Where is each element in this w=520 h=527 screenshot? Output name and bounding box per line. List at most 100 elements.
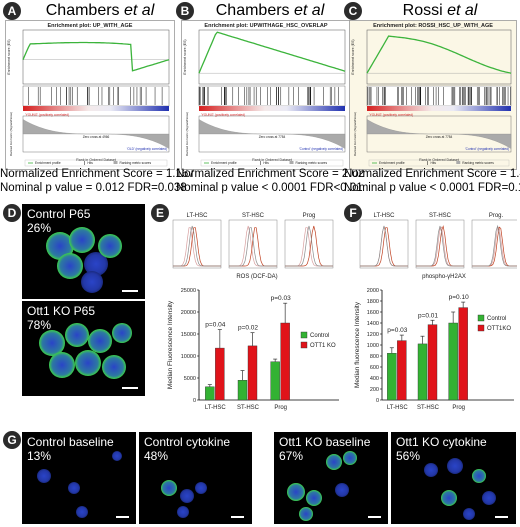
es-curve: [198, 31, 346, 74]
es-curve: [22, 41, 170, 72]
es-ylabel: Enrichment score (ES): [183, 39, 187, 74]
negative-label: 'Control' (negatively correlated): [299, 147, 343, 151]
micrograph-control-baseline: Control baseline 13%: [22, 432, 136, 524]
es-curve: [366, 35, 512, 74]
es-axes: [22, 29, 170, 85]
panel-b-nes: Normalized Enrichment Score = 2.02: [176, 168, 365, 180]
cell: [441, 490, 457, 506]
panel-b-heading: Chambers et al: [215, 2, 325, 19]
panel-a-label: A: [3, 2, 21, 20]
micrograph-control-p65: Control P65 26%: [22, 204, 145, 299]
cell: [335, 483, 349, 497]
positive-label: 'YOUNG' (positively correlated): [369, 113, 413, 117]
cell: [161, 480, 177, 496]
scale-bar: [116, 516, 129, 518]
panel-a-pval: Nominal p value = 0.012 FDR=0.038: [0, 182, 187, 194]
flow-xlabel: ROS (DCF-DA): [236, 274, 277, 280]
rank-color-bar: [23, 106, 169, 111]
metric-area: [198, 119, 346, 149]
flow-frame: [359, 219, 409, 269]
panel-g-label: G: [3, 431, 21, 449]
y-tick-label: 25000: [181, 288, 196, 294]
y-tick-label: 1600: [367, 310, 379, 316]
panel-c-pval: Nominal p value < 0.0001 FDR=0.11: [344, 182, 520, 194]
plot-title: Enrichment plot: ROSSI_HSC_UP_WITH_AGE: [373, 23, 493, 29]
flow-frame: [228, 219, 278, 269]
es-axes: [366, 29, 512, 85]
es-ylabel: Enrichment score (ES): [7, 39, 11, 74]
legend-swatch: [477, 324, 485, 332]
y-tick-label: 5000: [184, 376, 196, 382]
bar: [448, 322, 458, 401]
legend-entry: Ranking metric scores: [296, 161, 328, 165]
cell: [88, 329, 112, 353]
bar: [205, 386, 215, 401]
bar: [247, 345, 258, 401]
p-value-label: p=0.01: [418, 312, 438, 319]
panel-b-pval: Nominal p value < 0.0001 FDR<0.01: [176, 182, 363, 194]
cell: [65, 323, 89, 347]
p-value-label: p=0.02: [238, 325, 258, 332]
bar: [270, 361, 280, 401]
legend-entry: Hits: [263, 161, 269, 165]
panel-e-label: E: [151, 204, 169, 222]
gsea-plot-b: Enrichment plot: UPWITHAGE_HSC_OVERLAP En…: [181, 20, 351, 170]
p-value-label: p=0.04: [205, 322, 225, 329]
cell: [195, 482, 207, 494]
panel-a-nes: Normalized Enrichment Score = 1.167: [0, 168, 195, 180]
cell: [472, 469, 486, 483]
micrograph-caption: Control P65 26%: [27, 207, 91, 235]
micrograph-ott1ko-p65: Ott1 KO P65 78%: [22, 301, 145, 396]
cell: [287, 483, 305, 501]
y-axis-label: Median Fluorescence Intensity: [167, 300, 174, 389]
cell: [112, 451, 122, 461]
metric-area: [22, 119, 170, 149]
flow-title: LT-HSC: [187, 213, 209, 219]
bar: [280, 322, 290, 401]
y-tick-label: 10000: [181, 354, 196, 360]
y-tick-label: 600: [370, 365, 379, 371]
rank-color-bar: [199, 106, 345, 111]
cell: [39, 330, 65, 356]
metric-ylabel: Ranked list metric (Signal2Noise): [185, 112, 189, 156]
cell: [84, 252, 108, 276]
panel-a-heading: Chambers et al: [45, 2, 155, 19]
legend-entry: Control: [310, 333, 329, 339]
cell: [299, 507, 313, 521]
cell: [46, 232, 74, 260]
flow-histogram-curve: [360, 225, 408, 267]
y-tick-label: 200: [370, 387, 379, 393]
y-tick-label: 15000: [181, 332, 196, 338]
metric-ylabel: Ranked list metric (Signal2Noise): [353, 112, 357, 156]
panel-d-label: D: [3, 204, 21, 222]
micrograph-ott1ko-baseline: Ott1 KO baseline 67%: [274, 432, 388, 524]
zero-cross-label: Zero cross at 7784: [426, 135, 453, 139]
x-tick-label: Prog: [452, 405, 465, 411]
bar: [397, 340, 407, 401]
metric-area: [366, 119, 512, 149]
cell: [49, 352, 75, 378]
flow-histogram-curve: [229, 227, 277, 267]
legend-swatch: [300, 341, 308, 349]
scale-bar: [368, 516, 381, 518]
legend-swatch: [300, 331, 308, 339]
hits-frame: [198, 85, 346, 107]
legend-swatch: [456, 161, 461, 164]
flow-histogram-curve: [285, 225, 333, 267]
flow-histogram-curve: [173, 225, 221, 267]
hits-frame: [366, 85, 512, 107]
negative-label: 'OLD' (negatively correlated): [127, 147, 167, 151]
y-axis-label: Median fluorescence Intensity: [354, 301, 361, 388]
y-tick-label: 800: [370, 354, 379, 360]
zero-cross-label: Zero cross at 7784: [259, 135, 286, 139]
cell: [57, 253, 83, 279]
plot-title: Enrichment plot: UP_WITH_AGE: [48, 23, 133, 29]
cell: [343, 451, 357, 465]
positive-label: 'YOUNG' (positively correlated): [201, 113, 245, 117]
flow-title: LT-HSC: [374, 213, 396, 219]
bar: [458, 307, 468, 401]
cell: [68, 482, 80, 494]
x-tick-label: Prog: [274, 405, 287, 411]
micrograph-caption: Control cytokine 48%: [144, 435, 231, 463]
cell: [463, 508, 475, 520]
